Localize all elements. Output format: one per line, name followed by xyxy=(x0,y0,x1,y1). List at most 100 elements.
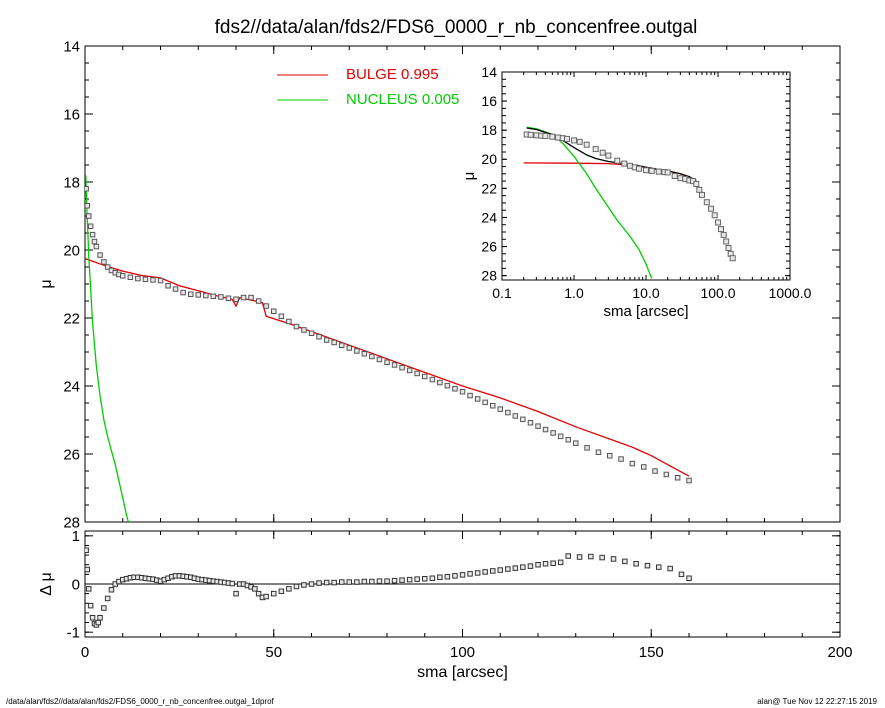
data-point xyxy=(86,586,92,592)
data-point xyxy=(533,132,540,139)
y-tick-label: -1 xyxy=(67,624,80,641)
data-point xyxy=(339,579,345,585)
data-point xyxy=(218,294,224,300)
data-point xyxy=(399,364,405,371)
data-point xyxy=(135,275,141,282)
y-tick-label: 26 xyxy=(481,238,497,254)
data-point xyxy=(474,570,481,576)
data-point xyxy=(535,562,541,568)
data-point xyxy=(172,286,179,292)
data-point xyxy=(565,553,571,559)
data-point xyxy=(490,403,496,409)
data-point xyxy=(142,276,149,282)
data-point xyxy=(610,556,617,562)
x-tick-label: 10.0 xyxy=(632,285,659,301)
inset-log-panel: 0.1 1.0 10.0 100.0 1000.0 14 16 18 20 22 24 26 28 sma… xyxy=(461,64,812,320)
x-tick-label: 200 xyxy=(827,644,852,661)
data-point xyxy=(91,238,98,245)
data-point xyxy=(564,135,570,142)
data-point xyxy=(607,453,613,459)
data-point xyxy=(414,370,420,377)
x-tick-label: 0 xyxy=(81,644,89,661)
y-tick-label: 18 xyxy=(63,174,80,191)
data-point xyxy=(165,283,171,289)
data-point xyxy=(86,213,92,219)
data-point xyxy=(686,575,692,581)
footer-file-path: /data/alan/fds2//data/alan/fds2/FDS6_000… xyxy=(6,697,274,706)
y-tick-label: 14 xyxy=(63,38,80,55)
data-point xyxy=(361,351,368,357)
data-point xyxy=(542,426,549,433)
legend-label: BULGE 0.995 xyxy=(346,66,439,83)
data-point xyxy=(104,595,111,602)
data-point xyxy=(725,245,732,251)
x-tick-label: 1000.0 xyxy=(769,285,812,301)
data-point xyxy=(452,386,458,392)
data-point xyxy=(595,449,602,455)
data-point xyxy=(512,565,519,571)
data-point xyxy=(369,578,375,585)
data-point xyxy=(376,578,383,584)
x-tick-label: 100.0 xyxy=(700,285,735,301)
data-point xyxy=(677,175,684,182)
data-point xyxy=(696,186,703,193)
data-point xyxy=(101,605,107,611)
series-group xyxy=(85,175,692,522)
y-tick-label: 24 xyxy=(63,378,80,395)
y-tick-label: 28 xyxy=(481,268,497,284)
data-point xyxy=(565,437,571,443)
data-point xyxy=(429,575,436,581)
data-point xyxy=(636,165,642,172)
x-tick-label: 150 xyxy=(639,644,664,661)
data-point xyxy=(422,576,428,582)
y-tick-label: 18 xyxy=(481,122,497,138)
data-point xyxy=(150,277,156,283)
data-point xyxy=(120,273,126,279)
y-tick-label: 0 xyxy=(72,576,80,593)
data-point xyxy=(686,477,692,484)
data-point xyxy=(391,362,398,368)
data-point xyxy=(97,615,103,621)
x-axis-label: sma [arcsec] xyxy=(417,664,508,681)
data-point xyxy=(429,376,436,383)
data-point xyxy=(573,440,579,446)
data-point xyxy=(549,133,556,140)
y-tick-label: 16 xyxy=(481,93,497,109)
data-point xyxy=(614,157,621,164)
data-point xyxy=(316,334,322,340)
y-tick-label: 24 xyxy=(481,209,497,225)
data-point xyxy=(301,582,307,588)
data-point xyxy=(605,152,612,159)
data-point xyxy=(729,255,736,262)
data-point xyxy=(354,348,360,354)
data-point xyxy=(535,423,541,429)
data-point xyxy=(444,574,451,580)
data-point xyxy=(248,294,254,301)
data-point xyxy=(361,578,368,585)
data-point xyxy=(576,554,583,560)
data-point xyxy=(527,131,534,138)
data-point xyxy=(622,558,628,565)
data-point xyxy=(715,219,721,226)
data-point xyxy=(263,303,269,309)
data-point xyxy=(629,460,636,467)
data-point xyxy=(240,294,247,301)
data-point xyxy=(346,345,352,351)
data-point xyxy=(655,168,662,175)
x-axis-label: sma [arcsec] xyxy=(603,303,688,320)
y-tick-label: 20 xyxy=(481,151,497,167)
data-point xyxy=(656,564,662,570)
data-point xyxy=(444,382,451,389)
data-point xyxy=(708,205,714,212)
data-point xyxy=(101,259,107,265)
data-point xyxy=(391,577,398,584)
y-tick-label: 22 xyxy=(481,180,497,196)
data-point xyxy=(482,569,488,575)
data-point xyxy=(641,464,647,470)
data-point xyxy=(550,560,556,566)
data-point xyxy=(550,430,556,436)
data-point xyxy=(233,296,239,302)
data-point xyxy=(89,615,96,621)
